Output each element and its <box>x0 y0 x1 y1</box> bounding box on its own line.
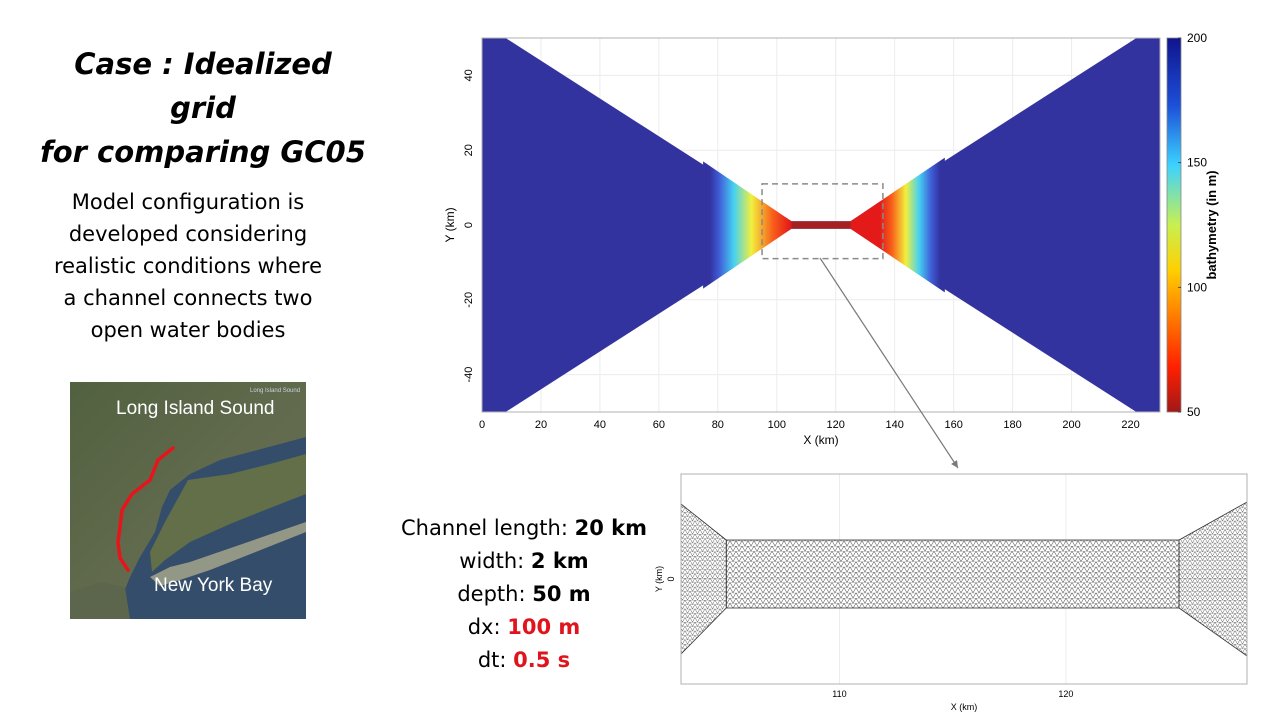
parameter-value: 50 m <box>532 582 591 606</box>
satellite-map-image: Long Island Sound Long Island Sound New … <box>70 382 306 619</box>
colorbar-gradient <box>1166 37 1182 413</box>
colorbar-tick-label: 150 <box>1187 156 1207 170</box>
slide-title: Case : Idealized grid for comparing GC05 <box>38 42 368 174</box>
y-tick-label: 40 <box>463 69 475 81</box>
shoaling-gradient-left <box>703 161 792 289</box>
description-line: realistic conditions where <box>53 254 323 278</box>
x-tick-label: 200 <box>1062 419 1080 431</box>
x-tick-label: 20 <box>535 419 547 431</box>
parameter-row: dt: 0.5 s <box>394 644 654 677</box>
title-line-2: for comparing GC05 <box>40 135 366 169</box>
channel-region <box>791 221 851 229</box>
x-tick-label: 80 <box>712 419 724 431</box>
x-axis-label: X (km) <box>803 433 838 447</box>
colorbar-tick-label: 200 <box>1187 31 1207 45</box>
x-tick-label: 220 <box>1121 419 1139 431</box>
map-small-label: Long Island Sound <box>250 388 300 394</box>
x-tick-label: 60 <box>653 419 665 431</box>
description-line: developed considering <box>68 222 308 246</box>
x-tick-label: 180 <box>1003 419 1021 431</box>
mesh-x-tick-label: 110 <box>832 689 846 699</box>
parameter-value: 100 m <box>507 615 581 639</box>
mesh-y-axis-label: Y (km) <box>654 566 664 592</box>
mesh-triangles <box>680 501 1248 657</box>
x-tick-label: 100 <box>768 419 786 431</box>
description-line: Model configuration is <box>71 190 305 214</box>
parameter-label: width: <box>459 549 531 573</box>
mesh-x-tick-labels: 110 120 <box>832 689 1073 699</box>
mesh-channel <box>725 539 1180 609</box>
photo-tint <box>70 382 306 619</box>
y-tick-label: 20 <box>463 144 475 156</box>
parameter-label: depth: <box>457 582 533 606</box>
x-tick-label: 120 <box>827 419 845 431</box>
mesh-funnel-right <box>1178 501 1248 657</box>
y-tick-labels: -40 -20 0 20 40 <box>463 69 475 382</box>
colorbar-tick-label: 100 <box>1187 280 1207 294</box>
description-line: a channel connects two <box>63 286 313 310</box>
colorbar-label: bathymetry (in m) <box>1204 170 1219 279</box>
map-label-new-york-bay: New York Bay <box>154 575 273 596</box>
mesh-y-tick-label: 0 <box>666 576 676 581</box>
colorbar-tick-label: 50 <box>1187 405 1201 419</box>
mesh-zoom-chart: 110 120 0 X (km) Y (km) <box>654 473 1248 712</box>
y-tick-label: -20 <box>463 292 475 308</box>
x-tick-label: 0 <box>479 419 485 431</box>
zoom-region-box <box>761 183 884 260</box>
y-axis-label: Y (km) <box>443 207 457 242</box>
mesh-plot-frame <box>680 473 1248 685</box>
mesh-y-tick-labels: 0 <box>666 576 676 581</box>
mesh-funnel-left <box>680 503 727 655</box>
colorbar: 50 100 150 200 <box>1166 31 1207 419</box>
bathymetry-chart: 0 20 40 60 80 100 120 140 160 180 200 220 -40 -20 0 20… <box>443 31 1219 447</box>
y-tick-label: 0 <box>463 222 475 228</box>
title-line-1: Case : Idealized grid <box>74 47 332 125</box>
x-tick-label: 160 <box>944 419 962 431</box>
shoaling-gradient-right <box>850 157 945 293</box>
long-island-shape <box>150 454 306 572</box>
parameter-label: dx: <box>467 615 508 639</box>
x-tick-label: 140 <box>886 419 904 431</box>
parameter-row: Channel length: 20 km <box>394 512 654 545</box>
bathymetry-domain <box>482 38 1160 412</box>
description: Model configuration is developed conside… <box>40 186 336 346</box>
x-tick-labels: 0 20 40 60 80 100 120 140 160 180 200 220 <box>479 419 1140 431</box>
parameter-value: 20 km <box>574 516 647 540</box>
parameter-value: 0.5 s <box>513 648 571 672</box>
parameter-row: dx: 100 m <box>394 611 654 644</box>
mesh-x-tick-label: 120 <box>1058 689 1073 699</box>
parameter-label: Channel length: <box>401 516 575 540</box>
parameter-row: depth: 50 m <box>394 578 654 611</box>
parameter-label: dt: <box>477 648 514 672</box>
parameter-value: 2 km <box>530 549 589 573</box>
staten-shape <box>70 582 130 619</box>
y-tick-label: -40 <box>463 367 475 383</box>
barrier-beach-shape <box>150 522 306 586</box>
channel-route-line <box>116 446 175 572</box>
description-line: open water bodies <box>90 318 286 342</box>
map-label-long-island-sound: Long Island Sound <box>116 398 274 419</box>
mesh-x-axis-label: X (km) <box>951 702 978 712</box>
mainland-shape <box>70 382 306 619</box>
x-tick-label: 40 <box>594 419 606 431</box>
channel-parameters: Channel length: 20 km width: 2 km depth: 5… <box>394 512 654 677</box>
parameter-row: width: 2 km <box>394 545 654 578</box>
